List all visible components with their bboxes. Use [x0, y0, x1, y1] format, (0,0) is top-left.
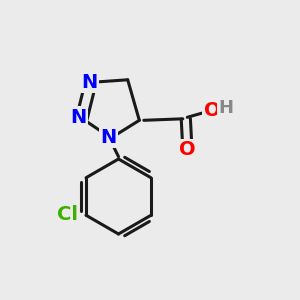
Text: N: N [81, 73, 98, 92]
Text: Cl: Cl [57, 205, 78, 224]
Text: N: N [71, 108, 87, 127]
Text: O: O [179, 140, 196, 159]
Text: N: N [100, 128, 117, 147]
Text: H: H [218, 99, 233, 117]
Text: O: O [204, 101, 220, 120]
